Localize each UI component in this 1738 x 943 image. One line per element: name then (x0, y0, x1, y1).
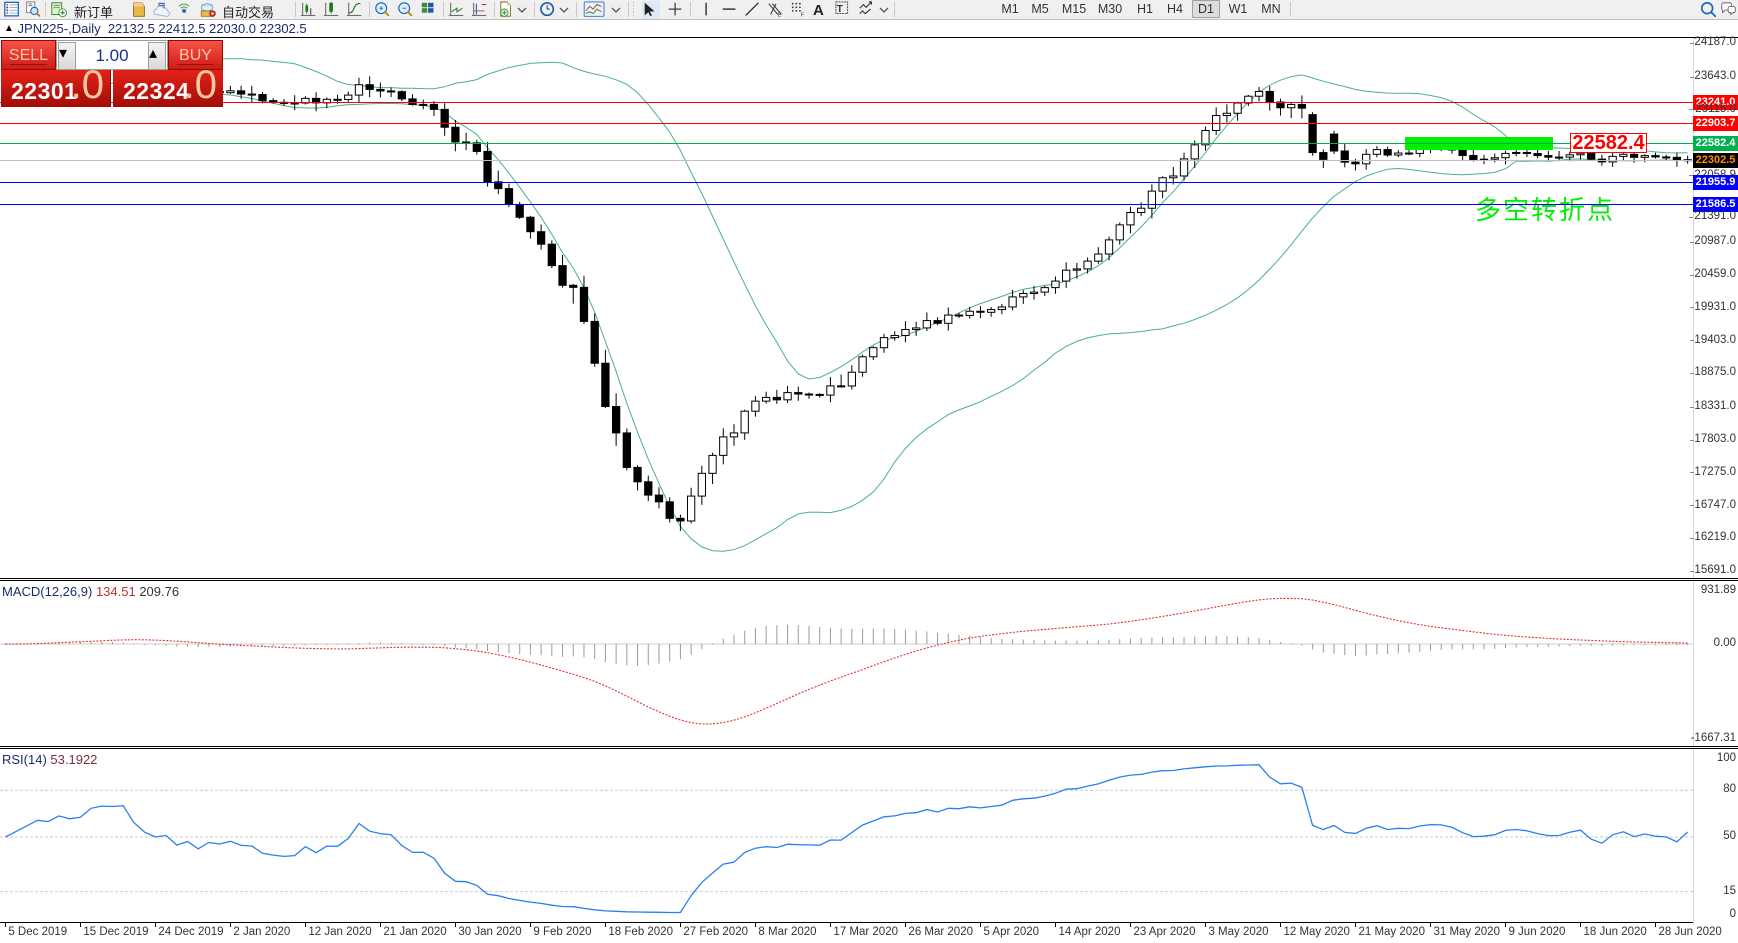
svg-text:E: E (778, 12, 782, 18)
svg-text:T: T (837, 4, 843, 15)
svg-text:F: F (801, 12, 805, 18)
